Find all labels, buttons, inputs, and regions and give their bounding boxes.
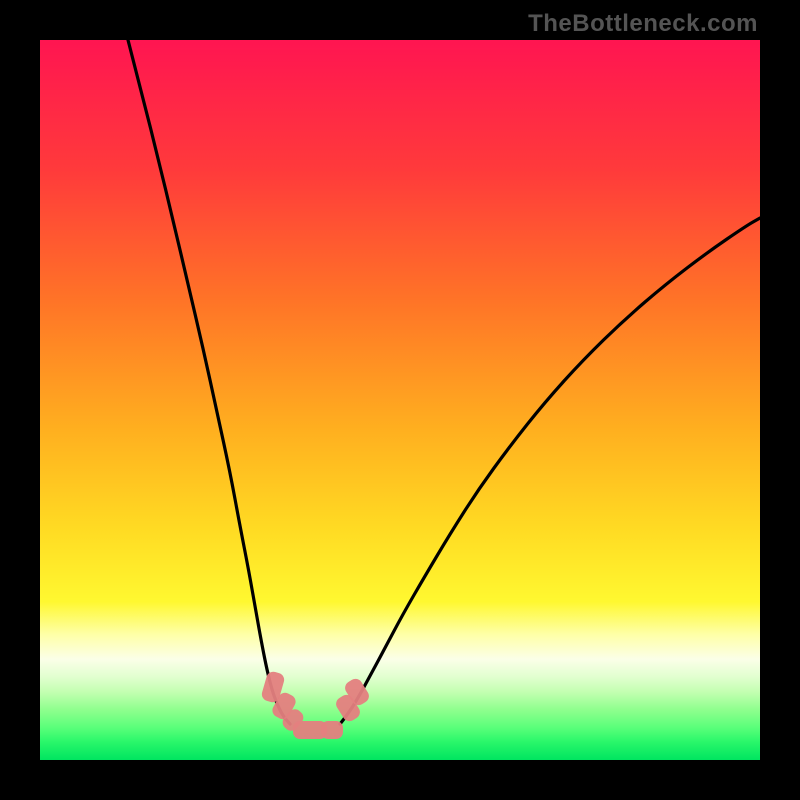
- curve-right: [340, 218, 760, 724]
- highlight-markers: [260, 670, 371, 739]
- chart-stage: TheBottleneck.com: [0, 0, 800, 800]
- curves-layer: [40, 40, 760, 760]
- curve-left: [128, 40, 290, 724]
- watermark-text: TheBottleneck.com: [528, 10, 758, 38]
- plot-area: [40, 40, 760, 760]
- marker-4: [321, 721, 343, 739]
